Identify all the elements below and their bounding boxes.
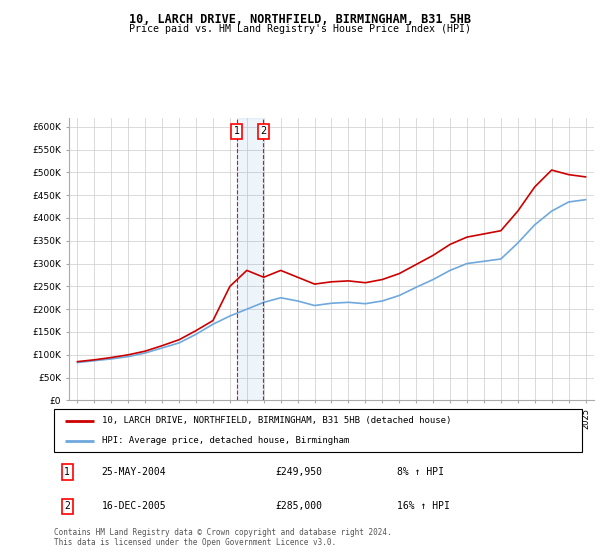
- Text: 10, LARCH DRIVE, NORTHFIELD, BIRMINGHAM, B31 5HB: 10, LARCH DRIVE, NORTHFIELD, BIRMINGHAM,…: [129, 13, 471, 26]
- Text: 16% ↑ HPI: 16% ↑ HPI: [397, 501, 450, 511]
- Text: 2: 2: [260, 127, 266, 136]
- Text: 2: 2: [64, 501, 70, 511]
- Text: £285,000: £285,000: [276, 501, 323, 511]
- Text: 8% ↑ HPI: 8% ↑ HPI: [397, 467, 444, 477]
- Bar: [236, 118, 263, 400]
- Text: 1: 1: [233, 127, 240, 136]
- Text: 16-DEC-2005: 16-DEC-2005: [101, 501, 166, 511]
- Text: Price paid vs. HM Land Registry's House Price Index (HPI): Price paid vs. HM Land Registry's House …: [129, 24, 471, 34]
- Text: HPI: Average price, detached house, Birmingham: HPI: Average price, detached house, Birm…: [101, 436, 349, 445]
- FancyBboxPatch shape: [54, 409, 582, 452]
- Text: Contains HM Land Registry data © Crown copyright and database right 2024.
This d: Contains HM Land Registry data © Crown c…: [54, 528, 392, 547]
- Text: £249,950: £249,950: [276, 467, 323, 477]
- Text: 25-MAY-2004: 25-MAY-2004: [101, 467, 166, 477]
- Text: 10, LARCH DRIVE, NORTHFIELD, BIRMINGHAM, B31 5HB (detached house): 10, LARCH DRIVE, NORTHFIELD, BIRMINGHAM,…: [101, 416, 451, 425]
- Text: 1: 1: [64, 467, 70, 477]
